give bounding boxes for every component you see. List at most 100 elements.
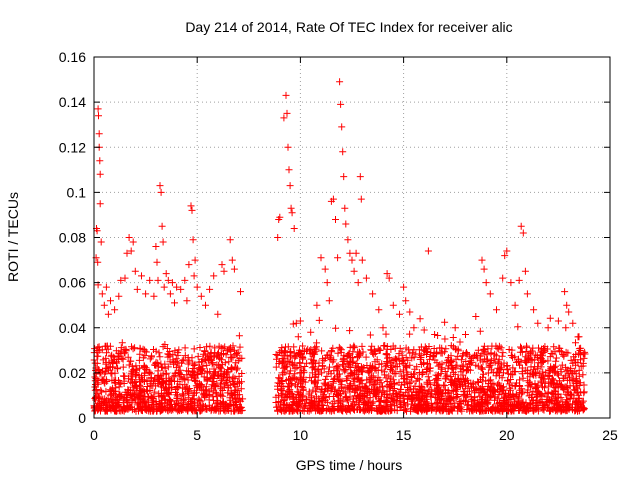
- data-point: [317, 407, 325, 415]
- data-point: [313, 301, 321, 309]
- data-point: [383, 390, 391, 398]
- data-point: [119, 363, 127, 371]
- data-point: [217, 367, 225, 375]
- data-point: [295, 403, 302, 411]
- data-point: [406, 361, 414, 369]
- data-point: [355, 404, 363, 412]
- data-point: [156, 353, 164, 361]
- data-point: [499, 349, 507, 357]
- data-point: [234, 348, 242, 356]
- data-point: [272, 363, 280, 371]
- data-point: [281, 368, 289, 376]
- data-point: [456, 338, 464, 346]
- data-point: [385, 274, 393, 282]
- data-point: [147, 382, 155, 390]
- data-point: [102, 360, 110, 368]
- x-tick-label: 0: [90, 427, 98, 443]
- data-point: [434, 389, 442, 397]
- data-point: [115, 383, 123, 391]
- data-point: [346, 249, 354, 257]
- data-point: [493, 306, 500, 314]
- data-point: [541, 379, 549, 387]
- data-point: [367, 377, 375, 385]
- data-point: [447, 357, 455, 365]
- data-point: [416, 396, 424, 404]
- data-point: [325, 368, 333, 376]
- data-point: [377, 379, 385, 387]
- data-point: [206, 285, 214, 293]
- data-point: [147, 353, 155, 361]
- data-point: [372, 380, 380, 388]
- data-point: [319, 362, 327, 370]
- data-point: [460, 387, 468, 395]
- data-point: [496, 365, 504, 373]
- data-point: [130, 391, 138, 399]
- data-point: [232, 386, 240, 394]
- data-point: [370, 350, 378, 358]
- data-point: [286, 182, 294, 190]
- data-point: [442, 345, 450, 353]
- data-point: [334, 365, 342, 373]
- data-point: [91, 386, 99, 394]
- data-point: [160, 392, 168, 400]
- data-point: [296, 369, 304, 377]
- data-point: [104, 310, 112, 318]
- data-point: [550, 383, 558, 391]
- data-point: [451, 324, 459, 332]
- data-point: [444, 387, 452, 394]
- data-point: [561, 288, 569, 296]
- data-point: [355, 396, 363, 404]
- y-axis-label: ROTI / TECUs: [5, 192, 21, 282]
- data-point: [414, 375, 422, 382]
- data-point: [525, 354, 533, 362]
- data-point: [389, 301, 397, 309]
- data-point: [487, 349, 495, 357]
- data-point: [408, 349, 416, 357]
- data-point: [326, 363, 333, 371]
- data-point: [565, 308, 573, 316]
- data-point: [530, 306, 538, 314]
- data-point: [558, 361, 566, 369]
- y-tick-label: 0.02: [59, 365, 86, 381]
- data-point: [300, 348, 308, 355]
- data-point: [340, 173, 348, 181]
- data-point: [290, 343, 298, 351]
- data-point: [350, 267, 358, 275]
- data-point: [420, 326, 428, 334]
- data-point: [523, 290, 531, 298]
- data-point: [325, 381, 333, 389]
- data-point: [379, 383, 386, 391]
- data-point: [572, 351, 580, 358]
- data-point: [185, 261, 193, 269]
- data-point: [581, 348, 589, 356]
- data-point: [374, 366, 382, 374]
- data-point: [351, 388, 359, 396]
- data-point: [424, 247, 432, 255]
- data-point: [202, 383, 210, 391]
- data-point: [135, 389, 143, 397]
- data-point: [236, 379, 243, 387]
- data-point: [450, 382, 458, 390]
- data-point: [127, 403, 135, 411]
- data-point: [276, 213, 284, 221]
- data-point: [443, 371, 451, 379]
- data-point: [346, 327, 354, 335]
- data-point: [415, 369, 423, 376]
- y-tick-label: 0.16: [59, 49, 86, 65]
- data-point: [461, 396, 469, 404]
- data-point: [562, 404, 570, 412]
- data-point: [398, 372, 406, 380]
- data-point: [438, 364, 446, 372]
- data-point: [330, 397, 338, 405]
- data-point: [387, 406, 395, 414]
- data-point: [395, 388, 403, 396]
- data-point: [498, 352, 506, 360]
- data-point: [549, 350, 557, 358]
- data-point: [307, 392, 315, 400]
- data-point: [221, 369, 229, 377]
- data-point: [284, 357, 292, 365]
- data-point: [305, 404, 313, 412]
- data-point: [388, 381, 396, 389]
- data-point: [442, 405, 450, 413]
- data-point: [129, 345, 137, 353]
